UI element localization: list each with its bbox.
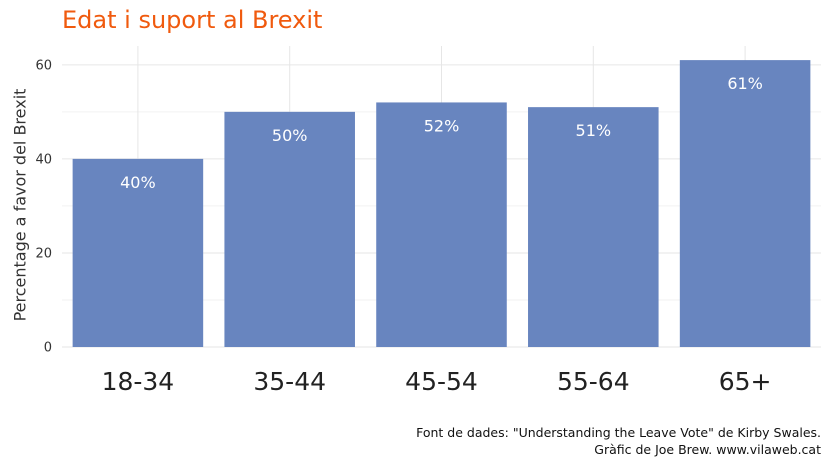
caption-credit: Gràfic de Joe Brew. www.vilaweb.cat (594, 442, 821, 457)
x-tick-label: 65+ (719, 367, 772, 396)
bar-65+ (679, 60, 811, 347)
data-label: 51% (576, 121, 612, 140)
y-tick-label: 0 (44, 341, 52, 356)
bar-35-44 (224, 111, 355, 347)
data-label: 52% (424, 116, 460, 135)
y-tick-label: 20 (35, 246, 52, 261)
caption-source: Font de dades: "Understanding the Leave … (416, 425, 821, 440)
x-tick-label: 45-54 (405, 367, 478, 396)
data-label: 61% (727, 74, 763, 93)
bar-55-64 (528, 107, 659, 347)
bar-18-34 (72, 158, 204, 347)
chart-title: Edat i suport al Brexit (62, 6, 323, 34)
x-tick-label: 18-34 (102, 367, 175, 396)
x-tick-label: 55-64 (557, 367, 630, 396)
y-tick-label: 40 (35, 152, 52, 167)
data-label: 40% (120, 173, 156, 192)
caption: Font de dades: "Understanding the Leave … (416, 424, 821, 458)
bar-45-54 (376, 102, 507, 347)
data-label: 50% (272, 126, 308, 145)
y-tick-label: 60 (35, 58, 52, 73)
x-tick-label: 35-44 (253, 367, 326, 396)
